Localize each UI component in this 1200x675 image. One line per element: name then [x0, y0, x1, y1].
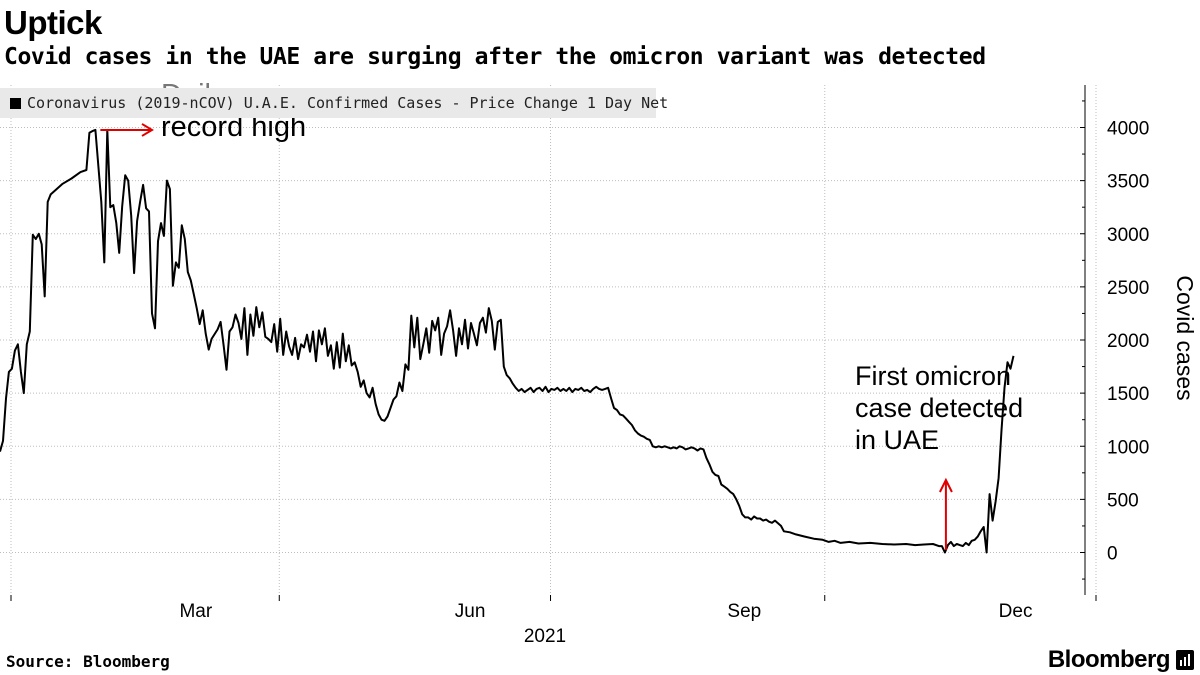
- legend-label: Coronavirus (2019-nCOV) U.A.E. Confirmed…: [27, 94, 669, 112]
- x-tick-label: Mar: [179, 601, 212, 622]
- chart-title: Uptick: [4, 4, 102, 41]
- annotation-arrowhead: [939, 477, 953, 493]
- x-year-label: 2021: [524, 626, 566, 647]
- series-line: [0, 128, 1015, 554]
- source-note: Source: Bloomberg: [6, 652, 170, 671]
- y-tick-label: 3000: [1107, 225, 1149, 246]
- y-tick-label: 1500: [1107, 384, 1149, 405]
- grid: [0, 85, 1097, 595]
- annotation-arrowhead: [141, 123, 154, 137]
- annotation-label: case detected: [855, 393, 1023, 423]
- y-tick-label: 4000: [1107, 119, 1149, 140]
- annotation-label: First omicron: [855, 361, 1011, 391]
- chart-subtitle: Covid cases in the UAE are surging after…: [4, 44, 986, 70]
- x-tick-label: Dec: [999, 601, 1033, 622]
- annotation-label: in UAE: [855, 425, 939, 455]
- y-tick-label: 2000: [1107, 331, 1149, 352]
- axes: 0 500 1000 1500 2000 2500 3000 3500 4000 Mar Jun Se…: [10, 85, 1198, 647]
- y-tick-label: 0: [1107, 544, 1118, 565]
- x-tick-label: Sep: [727, 601, 761, 622]
- series-layer: [0, 128, 1015, 554]
- bloomberg-terminal-icon: [1176, 650, 1194, 670]
- y-tick-label: 500: [1107, 490, 1139, 511]
- legend-swatch: [10, 98, 21, 109]
- y-tick-label: 2500: [1107, 278, 1149, 299]
- y-tick-label: 1000: [1107, 437, 1149, 458]
- x-tick-label: Jun: [455, 601, 486, 622]
- y-axis-title: Covid cases: [1172, 275, 1198, 400]
- y-tick-label: 3500: [1107, 172, 1149, 193]
- brand-logo-text: Bloomberg: [1047, 646, 1171, 673]
- chart-legend: Coronavirus (2019-nCOV) U.A.E. Confirmed…: [0, 88, 668, 118]
